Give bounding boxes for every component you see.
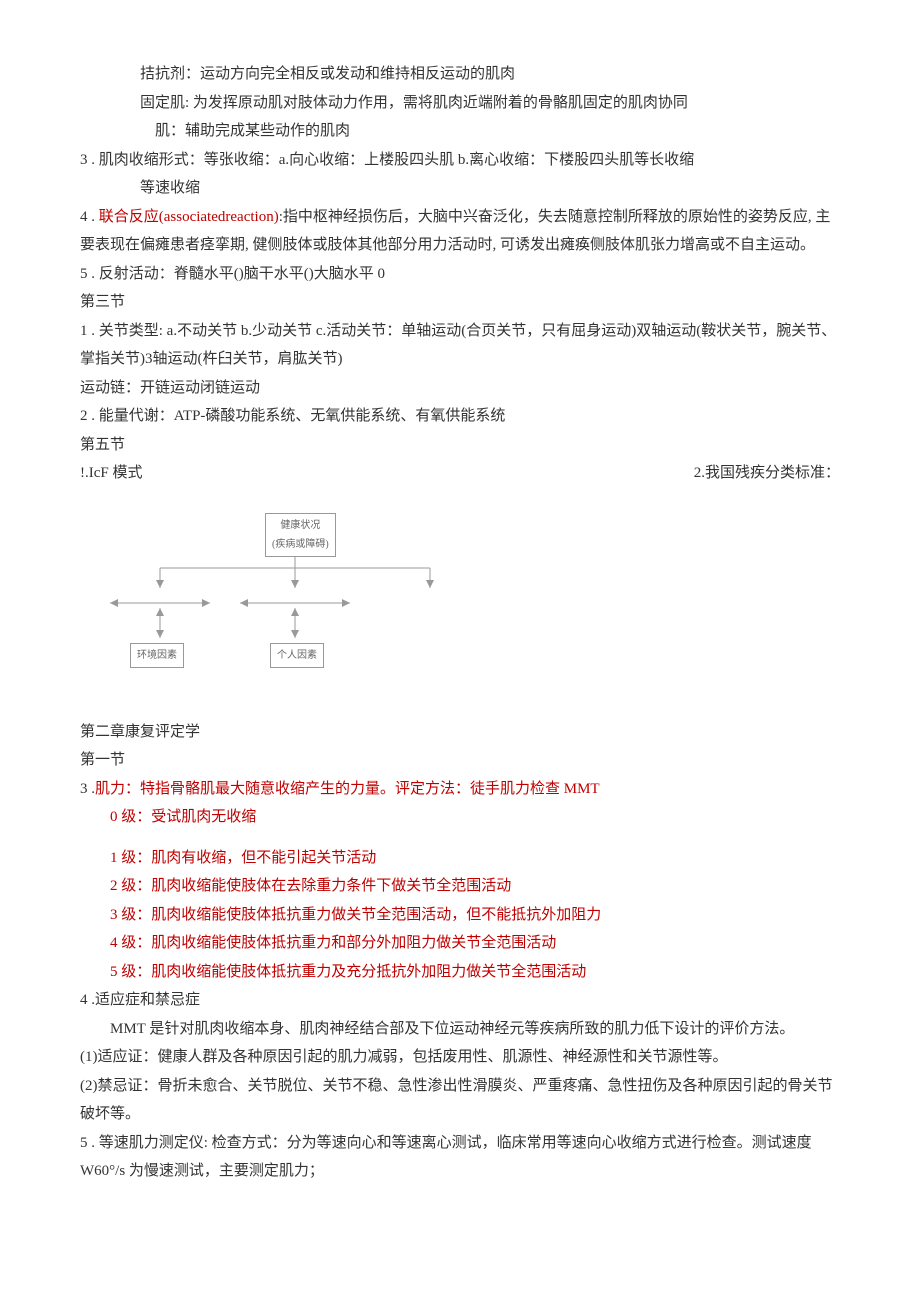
sec5-row: !.IcF 模式 2.我国残疾分类标准： [80, 459, 840, 488]
sec3-p1: 1 . 关节类型: a.不动关节 b.少动关节 c.活动关节：单轴运动(合页关节… [80, 317, 840, 374]
c2-para-4: 4 .适应症和禁忌症 [80, 986, 840, 1015]
sec3-p1b: 运动链：开链运动闭链运动 [80, 374, 840, 403]
para-5: 5 . 反射活动：脊髓水平()脑干水平()大脑水平 0 [80, 260, 840, 289]
diagram-bottom-right-box: 个人因素 [270, 643, 324, 668]
para-4: 4 . 联合反应(associatedreaction):指中枢神经损伤后，大脑… [80, 203, 840, 260]
intro-line-1: 拮抗剂：运动方向完全相反或发动和维持相反运动的肌肉 [80, 60, 840, 89]
mmt-level-0: 0 级：受试肌肉无收缩 [80, 803, 840, 832]
c2-para-4d: (2)禁忌证：骨折未愈合、关节脱位、关节不稳、急性渗出性滑膜炎、严重疼痛、急性扭… [80, 1072, 840, 1129]
mmt-level-2: 2 级：肌肉收缩能使肢体在去除重力条件下做关节全范围活动 [80, 872, 840, 901]
intro-line-2: 固定肌: 为发挥原动肌对肢体动力作用，需将肌肉近端附着的骨骼肌固定的肌肉协同 [80, 89, 840, 118]
chapter-2-section-1: 第一节 [80, 746, 840, 775]
mmt-level-1: 1 级：肌肉有收缩，但不能引起关节活动 [80, 844, 840, 873]
sec5-left: !.IcF 模式 [80, 459, 143, 488]
diagram-top-label1: 健康状况 [272, 516, 329, 535]
c2-para-5: 5 . 等速肌力测定仪: 检查方式：分为等速向心和等速离心测试，临床常用等速向心… [80, 1129, 840, 1186]
sec3-p2: 2 . 能量代谢：ATP-磷酸功能系统、无氧供能系统、有氧供能系统 [80, 402, 840, 431]
sec5-right: 2.我国残疾分类标准： [694, 459, 840, 488]
chapter-2-heading: 第二章康复评定学 [80, 718, 840, 747]
c2-para-3-red: 肌力：特指骨骼肌最大随意收缩产生的力量。评定方法：徒手肌力检查 MMT [95, 781, 600, 797]
mmt-level-3: 3 级：肌肉收缩能使肢体抵抗重力做关节全范围活动，但不能抵抗外加阻力 [80, 901, 840, 930]
para-3: 3 . 肌肉收缩形式：等张收缩：a.向心收缩：上楼股四头肌 b.离心收缩：下楼股… [80, 146, 840, 175]
icf-diagram: 健康状况 (疾病或障碍) 环境因素 个人因素 [80, 508, 840, 688]
c2-para-3-num: 3 . [80, 781, 95, 797]
c2-para-4b: MMT 是针对肌肉收缩本身、肌肉神经结合部及下位运动神经元等疾病所致的肌力低下设… [80, 1015, 840, 1044]
para-4-num: 4 . [80, 209, 99, 225]
section-5-heading: 第五节 [80, 431, 840, 460]
para-3b: 等速收缩 [80, 174, 840, 203]
diagram-top-label2: (疾病或障碍) [272, 535, 329, 554]
mmt-level-4: 4 级：肌肉收缩能使肢体抵抗重力和部分外加阻力做关节全范围活动 [80, 929, 840, 958]
intro-line-3: 肌：辅助完成某些动作的肌肉 [80, 117, 840, 146]
diagram-top-box: 健康状况 (疾病或障碍) [265, 513, 336, 557]
mmt-level-5: 5 级：肌肉收缩能使肢体抵抗重力及充分抵抗外加阻力做关节全范围活动 [80, 958, 840, 987]
c2-para-4c: (1)适应证：健康人群及各种原因引起的肌力减弱，包括废用性、肌源性、神经源性和关… [80, 1043, 840, 1072]
section-3-heading: 第三节 [80, 288, 840, 317]
diagram-bottom-left-box: 环境因素 [130, 643, 184, 668]
para-4-red: 联合反应(associatedreaction) [99, 209, 279, 225]
c2-para-3: 3 .肌力：特指骨骼肌最大随意收缩产生的力量。评定方法：徒手肌力检查 MMT [80, 775, 840, 804]
